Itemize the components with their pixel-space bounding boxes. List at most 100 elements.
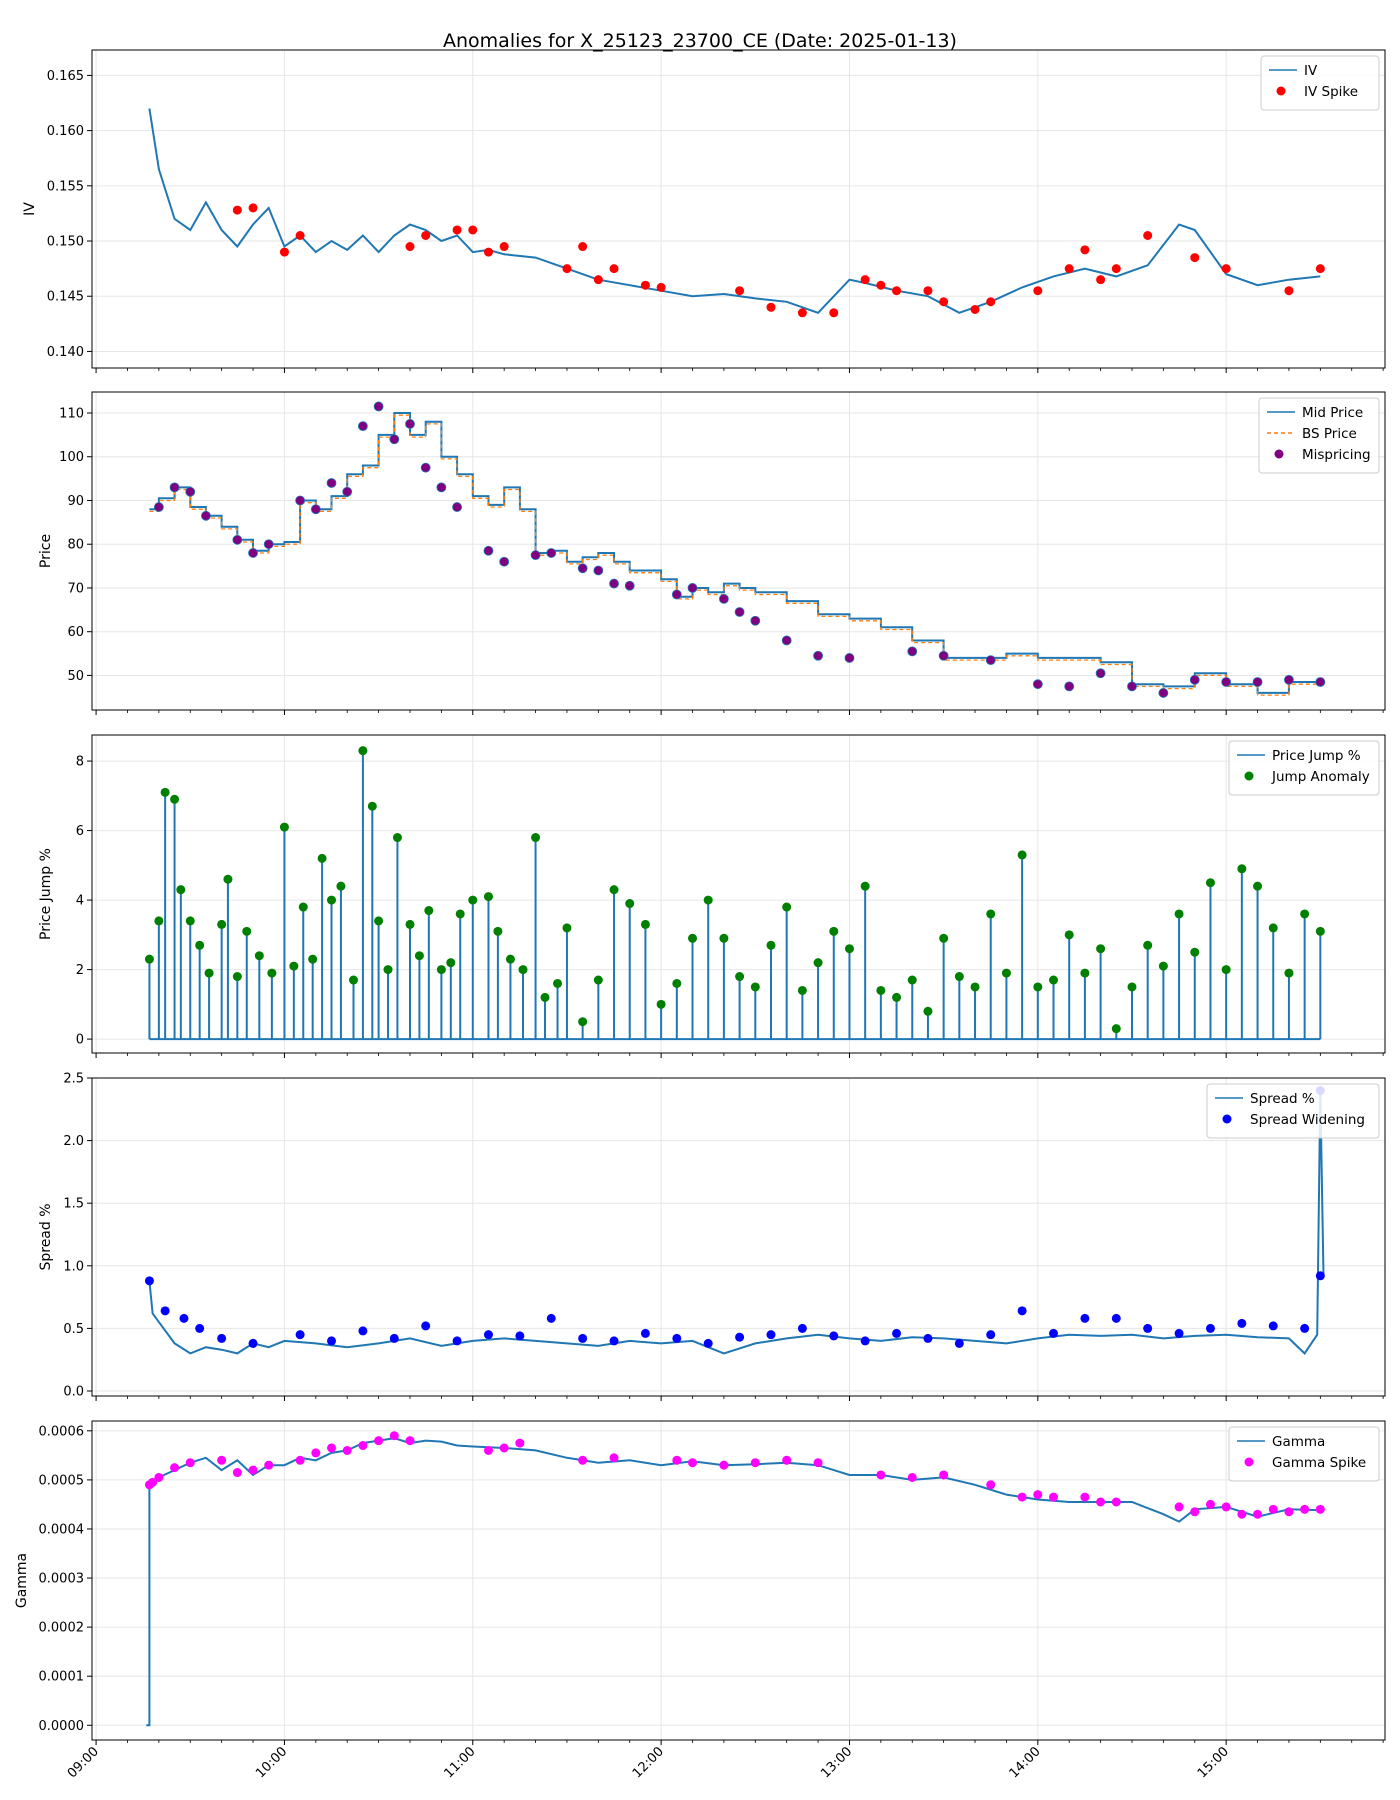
scatter-point [609, 578, 619, 589]
scatter-point [1127, 982, 1137, 992]
y-tick-label: 0.0002 [39, 1621, 85, 1636]
scatter-point [499, 242, 509, 252]
series-line-1 [146, 1437, 1321, 1727]
scatter-point [1064, 681, 1075, 692]
scatter-point [1221, 965, 1231, 975]
legend-label: Price Jump % [1272, 748, 1361, 764]
scatter-point [1111, 1497, 1121, 1507]
scatter-point [421, 231, 431, 240]
scatter-point [986, 1480, 996, 1490]
scatter-point [939, 1470, 949, 1480]
scatter-point [1190, 253, 1200, 263]
scatter-point [766, 302, 776, 312]
scatter-point [232, 205, 242, 215]
scatter-point [170, 1463, 180, 1473]
legend-label: IV [1304, 63, 1318, 79]
legend-box [1258, 397, 1380, 474]
scatter-point [405, 242, 415, 252]
legend: Spread % Spread Widening [1206, 1083, 1380, 1139]
scatter-point [562, 923, 572, 933]
scatter-point [1174, 909, 1184, 919]
legend-label: BS Price [1302, 426, 1357, 442]
scatter-point [797, 308, 807, 318]
scatter-point [939, 933, 949, 943]
scatter-point [593, 565, 604, 576]
scatter-point [609, 264, 619, 274]
scatter-point [813, 650, 823, 661]
scatter-point [1033, 1490, 1043, 1500]
scatter-point [1268, 1504, 1278, 1514]
y-tick-label: 0.5 [63, 1322, 84, 1337]
scatter-point [483, 892, 493, 902]
legend: Mid Price BS Price Mispricing [1258, 397, 1380, 474]
scatter-point [217, 1333, 227, 1343]
scatter-point [640, 919, 650, 929]
scatter-point [179, 1313, 189, 1323]
scatter-point [1158, 688, 1169, 698]
scatter-point [1205, 1499, 1215, 1509]
scatter-point [446, 958, 456, 968]
scatter-point [1300, 909, 1310, 919]
scatter-point [185, 486, 196, 497]
scatter-point [1049, 1492, 1059, 1502]
scatter-point [515, 1438, 525, 1448]
scatter-point [232, 534, 243, 545]
scatter-point [1284, 674, 1294, 685]
scatter-point [1315, 1504, 1325, 1514]
scatter-point [279, 822, 289, 832]
scatter-point [298, 902, 308, 912]
scatter-point [1284, 968, 1294, 978]
y-tick-label: 0.0006 [39, 1424, 85, 1439]
series-line-2 [149, 414, 1321, 696]
scatter-point [860, 1336, 870, 1346]
panel-3: 0 2 4 6 8 Price Jump % Price Jump % Jump Anomal… [38, 734, 1386, 1058]
legend-label: Mispricing [1302, 447, 1371, 463]
scatter-point [750, 615, 761, 626]
axes-frame [91, 734, 1386, 1054]
scatter-point [483, 1330, 493, 1340]
y-tick-label: 0.150 [47, 235, 84, 250]
scatter-point [342, 1445, 352, 1455]
scatter-point [578, 1455, 588, 1465]
scatter-point [860, 275, 870, 285]
scatter-point [289, 961, 299, 971]
x-tick-label: 14:00 [1007, 1744, 1044, 1781]
y-tick-label: 0.160 [47, 124, 84, 139]
scatter-point [383, 965, 393, 975]
legend-label: Spread % [1250, 1091, 1315, 1107]
scatter-point [248, 1338, 258, 1348]
scatter-point [1143, 1323, 1153, 1333]
legend-box [1260, 55, 1380, 111]
scatter-point [248, 1465, 258, 1475]
scatter-point [327, 1443, 337, 1453]
scatter-point [656, 282, 666, 292]
scatter-point [348, 975, 358, 985]
scatter-point [223, 874, 233, 884]
scatter-point [703, 895, 713, 905]
scatter-point [813, 1458, 823, 1468]
y-tick-label: 0.0000 [39, 1719, 85, 1734]
scatter-point [1064, 264, 1074, 274]
legend-label: Gamma [1272, 1434, 1325, 1450]
y-tick-label: 0.0005 [39, 1473, 85, 1488]
scatter-point [358, 421, 368, 432]
scatter-point [766, 1330, 776, 1340]
scatter-point [985, 655, 996, 666]
scatter-point [530, 550, 541, 561]
x-tick-label: 15:00 [1195, 1744, 1232, 1781]
y-tick-label: 1.5 [63, 1197, 84, 1212]
scatter-point [421, 1321, 431, 1331]
scatter-point [1174, 1502, 1184, 1512]
scatter-point [1096, 275, 1106, 285]
scatter-point [1111, 264, 1121, 274]
scatter-point [687, 583, 698, 593]
scatter-point [578, 1017, 588, 1027]
scatter-point [1221, 264, 1231, 274]
scatter-point [938, 650, 949, 661]
scatter-point [358, 1441, 368, 1451]
series-line-1 [148, 108, 1321, 314]
y-tick-label: 0.140 [47, 345, 84, 360]
scatter-point [263, 539, 274, 550]
y-axis-label: Spread % [38, 1203, 54, 1270]
